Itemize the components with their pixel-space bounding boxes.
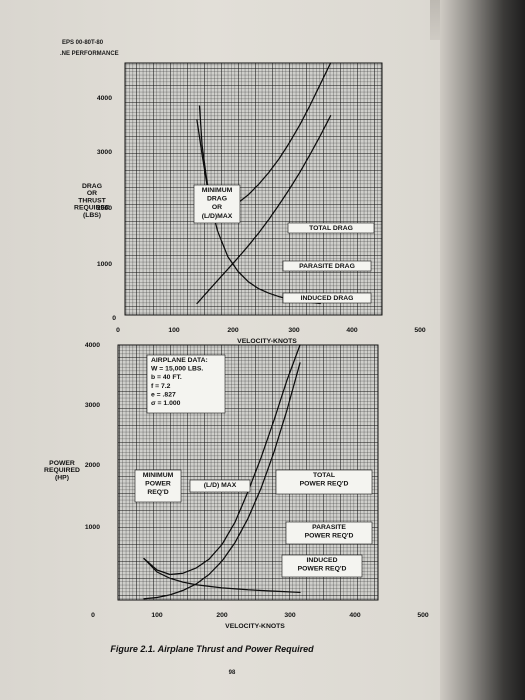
series-line-total-power-req-d	[143, 344, 301, 576]
annotation-background	[287, 222, 375, 234]
header-line-1: EPS 00-80T-80	[62, 40, 104, 46]
annotation-background	[193, 184, 241, 224]
annotation-text: e = .827	[151, 391, 176, 398]
annotation-box: INDUCED POWER REQ'D	[281, 554, 363, 578]
power-series-group	[143, 344, 301, 600]
drag-y-ticks: 0 1000 2000 3000 4000	[97, 95, 116, 322]
y-label-line: (HP)	[55, 474, 69, 481]
x-tick-label: 0	[116, 327, 120, 334]
annotation-background	[189, 479, 251, 493]
y-tick-label: 4000	[85, 342, 100, 349]
annotation-text: PARASITE DRAG	[299, 263, 355, 270]
annotation-text: W = 15,000 LBS.	[151, 366, 203, 373]
annotation-box: AIRPLANE DATA: W = 15,000 LBS.b = 40 FT. f…	[146, 354, 226, 414]
annotation-box: INDUCED DRAG	[282, 292, 372, 304]
drag-x-ticks: 0 100 200 300 400 500	[116, 327, 426, 334]
annotation-background	[134, 469, 182, 503]
x-tick-label: 0	[91, 612, 95, 619]
y-label-line: POWER	[49, 460, 75, 467]
x-tick-label: 400	[346, 327, 358, 334]
y-tick-label: 2000	[97, 205, 112, 212]
annotation-text: TOTAL	[313, 472, 335, 479]
annotation-text: MINIMUM	[143, 472, 174, 479]
annotation-text: OR	[212, 204, 222, 211]
annotation-background	[281, 554, 363, 578]
annotation-text: b = 40 FT.	[151, 374, 182, 381]
annotation-text: INDUCED	[307, 557, 338, 564]
y-tick-label: 4000	[97, 95, 112, 102]
y-label-line: (LBS)	[83, 212, 101, 219]
y-label-line: THRUST	[78, 197, 106, 204]
drag-plot-border	[124, 62, 383, 316]
page-number: 98	[229, 670, 236, 676]
annotation-text: REQ'D	[147, 489, 168, 496]
y-label-line: DRAG	[82, 183, 102, 190]
power-y-ticks: 1000 2000 3000 4000	[85, 342, 100, 531]
annotation-text: MINIMUM	[202, 187, 233, 194]
x-tick-label: 500	[414, 327, 426, 334]
annotation-text: POWER REQ'D	[305, 533, 354, 540]
series-line-parasite-drag	[196, 115, 332, 305]
annotation-text: AIRPLANE DATA:	[151, 357, 208, 364]
page-edge-shadow	[440, 0, 525, 700]
annotation-text: (L/D)MAX	[202, 213, 233, 220]
annotation-background	[146, 354, 226, 414]
power-x-ticks: 0 100 200 300 400 500	[91, 612, 429, 619]
annotation-background	[282, 292, 372, 304]
annotation-background	[285, 521, 373, 545]
annotation-box: TOTAL DRAG	[287, 222, 375, 234]
annotation-text: (L/D) MAX	[204, 482, 237, 489]
x-tick-label: 300	[284, 612, 296, 619]
drag-x-axis-label: VELOCITY-KNOTS	[237, 338, 297, 345]
x-tick-label: 100	[168, 327, 180, 334]
y-label-line: REQUIRED	[44, 467, 80, 474]
annotation-text: INDUCED DRAG	[301, 295, 354, 302]
annotation-box: PARASITE DRAG	[282, 260, 372, 272]
annotation-text: f = 7.2	[151, 383, 171, 390]
x-tick-label: 300	[288, 327, 300, 334]
annotation-text: σ = 1.000	[151, 400, 181, 407]
y-tick-label: 1000	[97, 261, 112, 268]
y-tick-label: 0	[112, 315, 116, 322]
y-label-line: REQUIRED	[74, 205, 110, 212]
y-tick-label: 3000	[85, 402, 100, 409]
power-plot-border	[117, 344, 379, 601]
x-tick-label: 200	[216, 612, 228, 619]
y-tick-label: 3000	[97, 149, 112, 156]
series-line-induced-power-req-d	[143, 557, 301, 594]
annotation-box: (L/D) MAX	[189, 479, 251, 493]
annotation-text: PARASITE	[312, 524, 346, 531]
annotation-background	[275, 469, 373, 495]
annotation-text: DRAG	[207, 196, 227, 203]
y-tick-label: 2000	[85, 462, 100, 469]
power-annotations: AIRPLANE DATA: W = 15,000 LBS.b = 40 FT. f…	[134, 354, 373, 578]
power-x-axis-label: VELOCITY-KNOTS	[225, 623, 285, 630]
annotation-text: POWER	[145, 481, 171, 488]
annotation-box: TOTAL POWER REQ'D	[275, 469, 373, 495]
annotation-box: PARASITE POWER REQ'D	[285, 521, 373, 545]
x-tick-label: 500	[417, 612, 429, 619]
annotation-text: POWER REQ'D	[300, 481, 349, 488]
x-tick-label: 200	[227, 327, 239, 334]
figure-caption: Figure 2.1. Airplane Thrust and Power Re…	[110, 644, 314, 654]
annotation-background	[282, 260, 372, 272]
annotation-text: POWER REQ'D	[298, 566, 347, 573]
y-tick-label: 1000	[85, 524, 100, 531]
series-line-parasite-power-req-d	[143, 362, 301, 600]
x-tick-label: 400	[349, 612, 361, 619]
annotation-text: TOTAL DRAG	[309, 225, 353, 232]
x-tick-label: 100	[151, 612, 163, 619]
y-label-line: OR	[87, 190, 97, 197]
header-line-2: .NE PERFORMANCE	[60, 51, 119, 57]
